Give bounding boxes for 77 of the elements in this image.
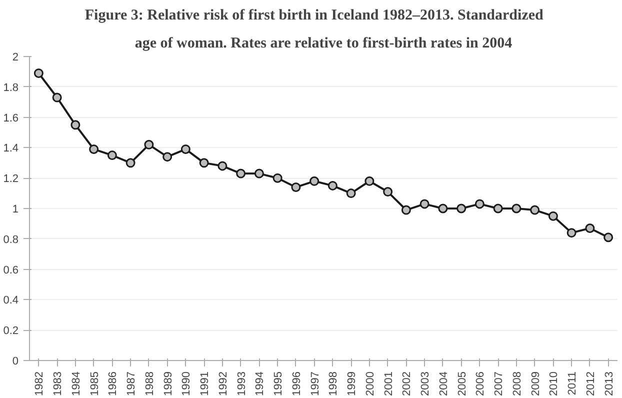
point [70, 120, 80, 130]
y-tick-label: 0.6 [3, 264, 19, 276]
x-tick-label: 2005 [456, 371, 468, 396]
x-tick-label: 2011 [566, 372, 579, 396]
x-tick-label: 1991 [199, 371, 212, 396]
x-tick-label: 2001 [382, 371, 395, 396]
point [474, 199, 484, 209]
point [218, 161, 228, 171]
x-tick-label: 2013 [603, 371, 616, 396]
point [585, 224, 595, 233]
point [126, 158, 136, 168]
x-tick-label: 1986 [107, 371, 120, 396]
x-tick-label: 2007 [493, 371, 506, 396]
x-tick-label: 1993 [236, 371, 248, 396]
point [401, 205, 411, 215]
point [34, 68, 44, 78]
point [364, 176, 374, 186]
y-tick-label: 1.2 [3, 173, 19, 186]
y-tick-label: 2 [12, 52, 19, 64]
point [291, 182, 301, 192]
x-tick-label: 2003 [420, 371, 432, 396]
x-tick-label: 1984 [70, 371, 82, 396]
x-tick-label: 1988 [144, 371, 156, 396]
point [604, 232, 614, 242]
x-tick-label: 1998 [328, 371, 340, 396]
point [89, 144, 99, 154]
y-tick-label: 1.4 [3, 142, 19, 155]
point [548, 211, 558, 221]
point [566, 228, 576, 238]
chart-subtitle: age of woman. Rates are relative to first-birth rates in 2004 [134, 36, 513, 52]
point [52, 92, 62, 102]
point [107, 150, 117, 160]
x-tick-label: 1983 [52, 371, 64, 396]
point [199, 158, 209, 168]
y-tick-label: 0.4 [3, 294, 19, 307]
point [512, 204, 522, 214]
chart-title: Figure 3: Relative risk of first birth in Iceland 1982–2013. Standardized [84, 8, 544, 24]
x-tick-label: 1990 [180, 371, 193, 396]
x-tick-label: 2000 [364, 371, 376, 396]
x-tick-label: 1996 [290, 371, 303, 396]
point [272, 173, 282, 183]
point [530, 205, 540, 215]
point [236, 168, 246, 178]
x-tick-label: 2004 [438, 371, 450, 396]
x-tick-label: 1985 [88, 371, 101, 396]
point [456, 204, 466, 214]
x-tick-label: 1999 [346, 371, 358, 396]
x-tick-label: 1987 [126, 371, 138, 396]
point [180, 144, 190, 154]
x-tick-label: 2006 [474, 371, 487, 396]
point [144, 140, 154, 150]
point [383, 187, 393, 197]
x-tick-label: 2010 [548, 371, 560, 396]
x-tick-label: 2002 [401, 371, 414, 396]
point [438, 204, 448, 214]
x-tick-label: 1989 [162, 371, 174, 396]
point [310, 176, 320, 186]
y-tick-label: 0 [12, 356, 19, 368]
point [493, 204, 503, 214]
y-tick-label: 1 [12, 204, 19, 216]
point [420, 199, 430, 209]
x-tick-label: 1997 [309, 371, 322, 396]
point [328, 180, 338, 190]
point [254, 168, 264, 178]
y-tick-label: 1.6 [3, 112, 19, 124]
x-tick-label: 1995 [272, 371, 285, 396]
x-tick-label: 1994 [254, 371, 266, 396]
x-tick-label: 2012 [584, 371, 597, 396]
x-tick-label: 2008 [511, 371, 524, 396]
x-tick-label: 2009 [530, 371, 542, 396]
x-tick-label: 1982 [34, 371, 46, 396]
x-tick-label: 1992 [217, 371, 230, 396]
point [346, 188, 356, 198]
y-tick-label: 1.8 [3, 82, 19, 94]
point [162, 152, 172, 162]
y-tick-label: 0.2 [3, 325, 19, 338]
y-tick-label: 0.8 [3, 234, 19, 246]
